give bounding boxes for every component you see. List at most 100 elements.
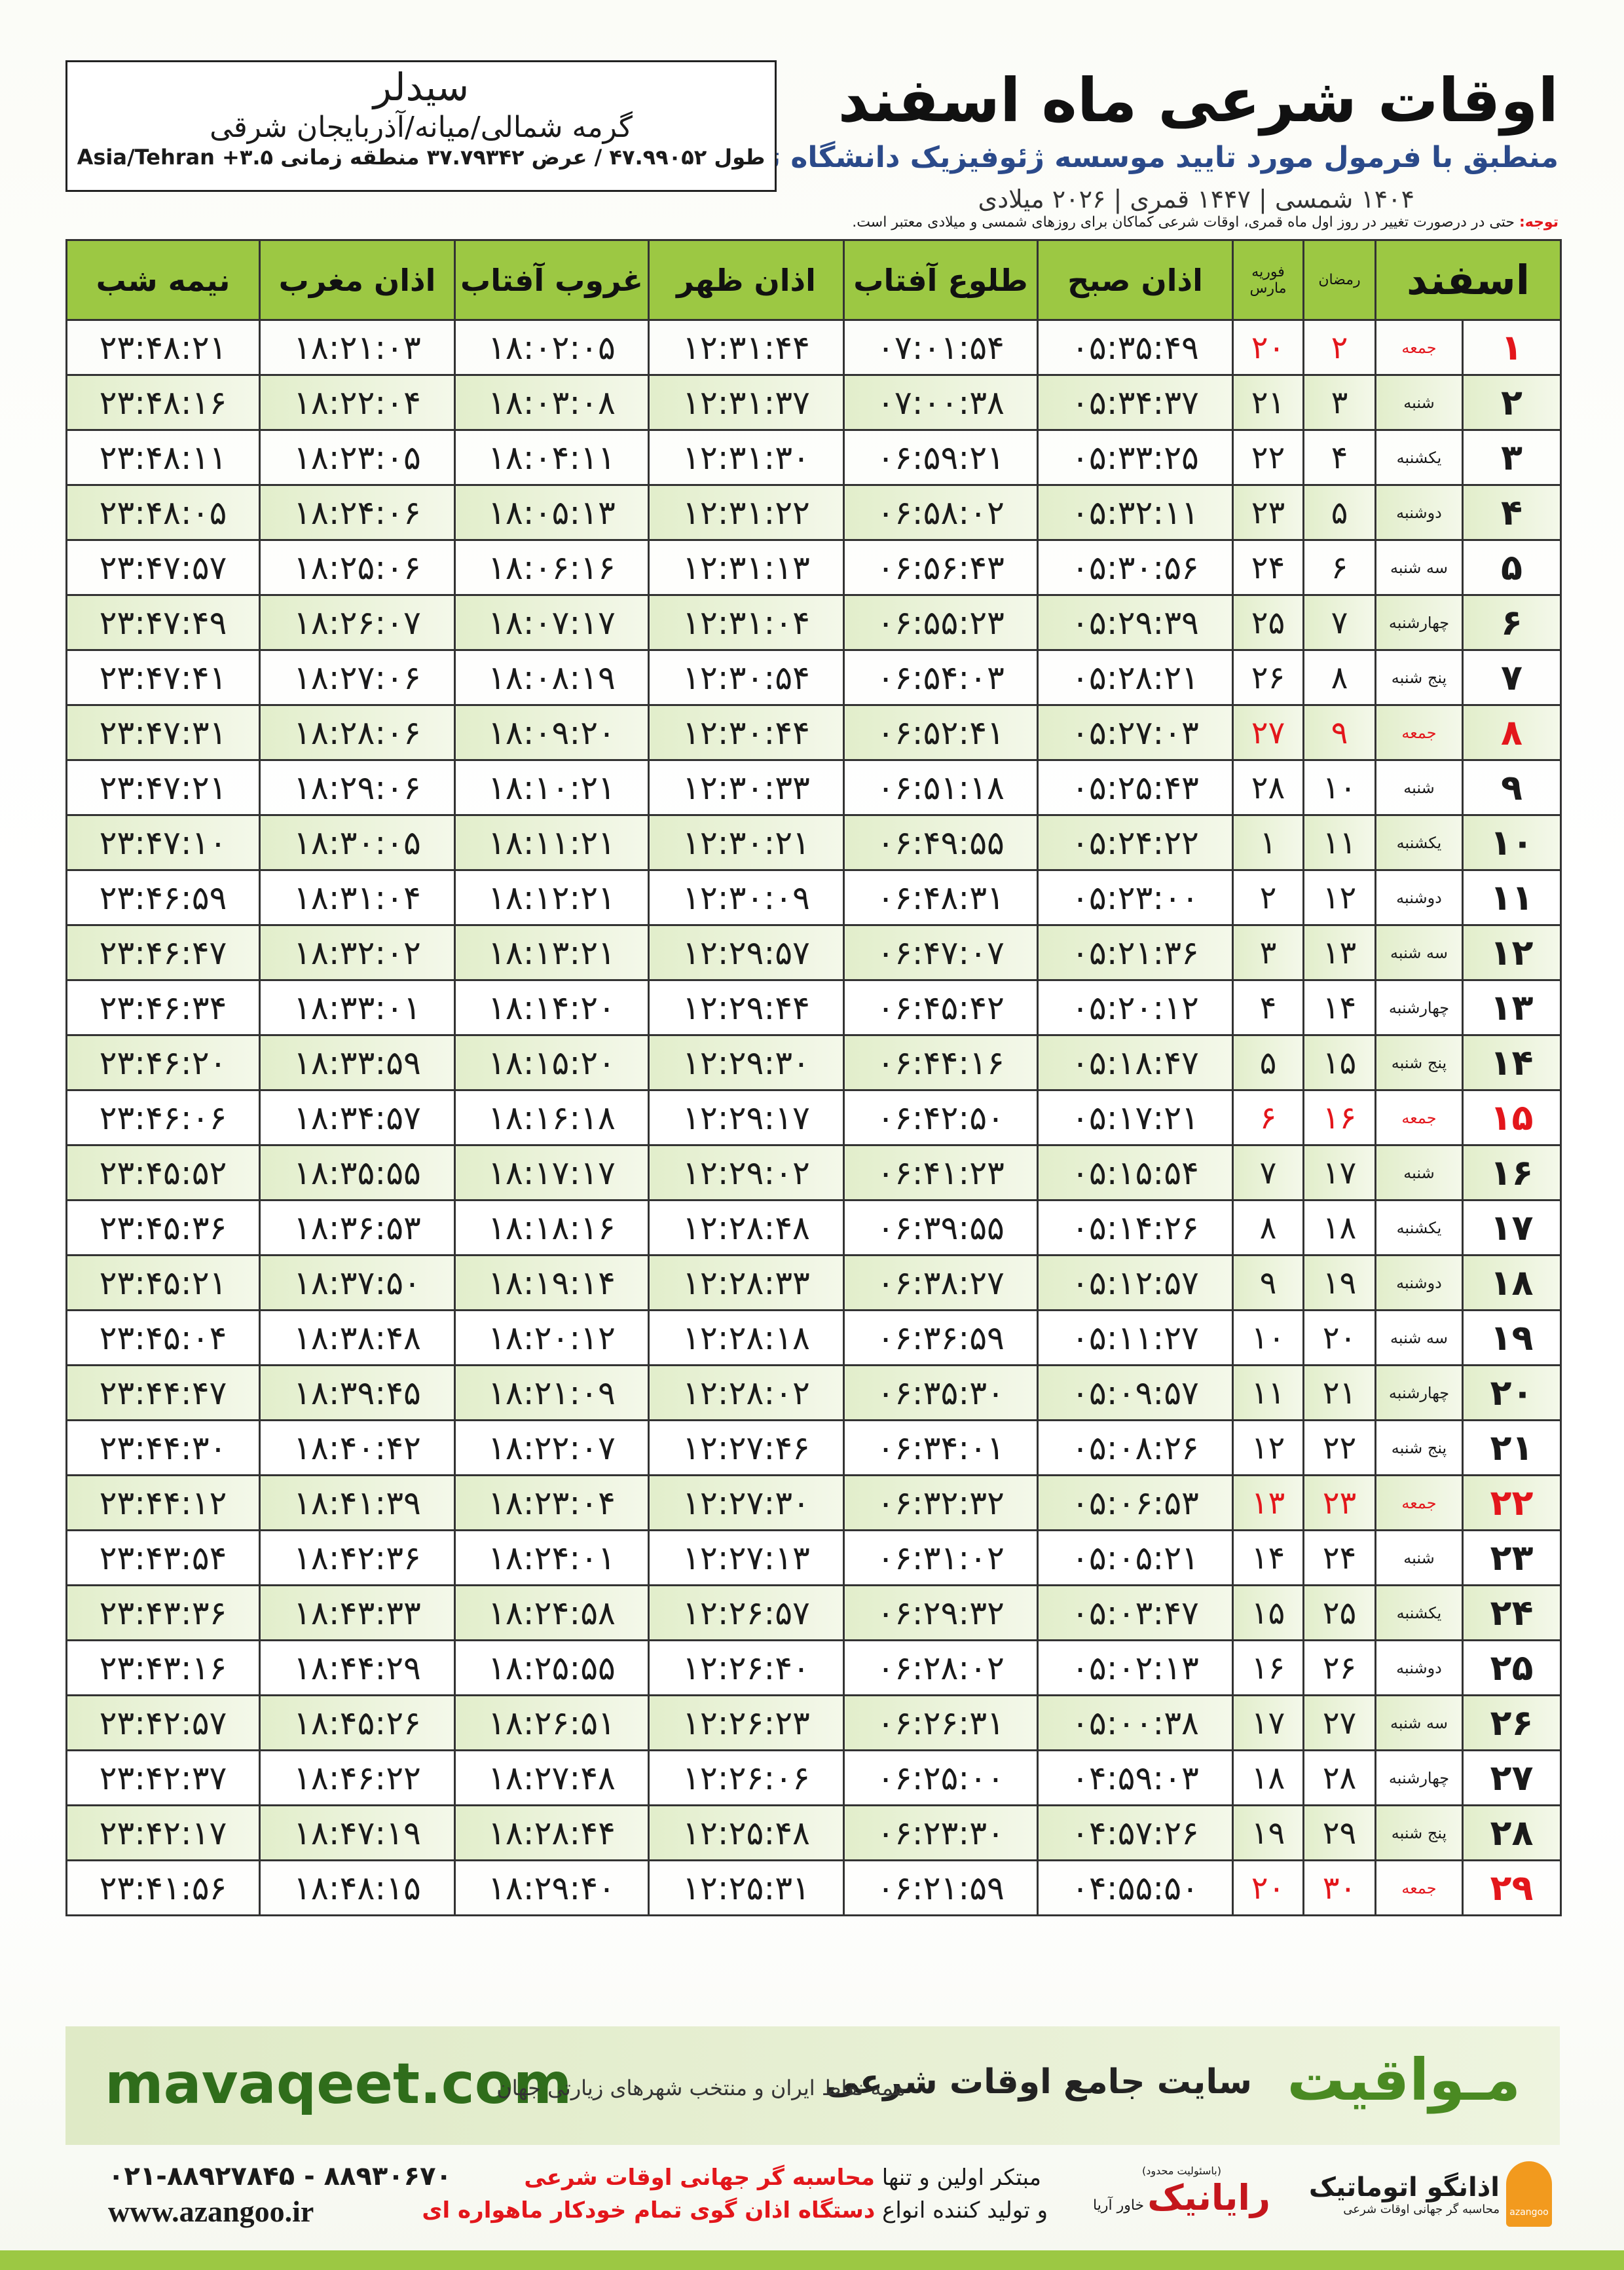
- logo-raianik: (باسئولیت محدود) رایانیک خاور آریا: [1093, 2165, 1270, 2218]
- sunrise: ۰۶:۳۱:۰۲: [843, 1529, 1039, 1586]
- ramadan-day: ۱۲: [1302, 869, 1376, 926]
- maghrib: ۱۸:۴۵:۲۶: [259, 1694, 456, 1751]
- maghrib: ۱۸:۴۱:۳۹: [259, 1474, 456, 1531]
- gregorian-day: ۱۹: [1232, 1804, 1304, 1861]
- day: ۱۳: [1462, 979, 1562, 1036]
- table-row: ۴ دوشنبه ۵ ۲۳ ۰۵:۳۲:۱۱ ۰۶:۵۸:۰۲ ۱۲:۳۱:۲۲ ۱۸:۰۵:…: [65, 484, 1562, 541]
- dhuhr: ۱۲:۳۱:۲۲: [648, 484, 845, 541]
- gregorian-day: ۱۱: [1232, 1364, 1304, 1421]
- fajr: ۰۵:۰۹:۵۷: [1037, 1364, 1234, 1421]
- day: ۲۱: [1462, 1419, 1562, 1476]
- sunrise: ۰۶:۲۳:۳۰: [843, 1804, 1039, 1861]
- ramadan-day: ۴: [1302, 429, 1376, 486]
- maghrib: ۱۸:۴۰:۴۲: [259, 1419, 456, 1476]
- sunrise: ۰۶:۲۱:۵۹: [843, 1859, 1039, 1916]
- weekday: چهارشنبه: [1375, 594, 1464, 651]
- gregorian-day: ۶: [1232, 1089, 1304, 1146]
- day: ۲۲: [1462, 1474, 1562, 1531]
- dhuhr: ۱۲:۳۰:۳۳: [648, 759, 845, 816]
- ramadan-day: ۲۰: [1302, 1309, 1376, 1366]
- midnight: ۲۳:۴۶:۲۰: [65, 1034, 261, 1091]
- sunrise: ۰۶:۳۸:۲۷: [843, 1254, 1039, 1311]
- sunrise: ۰۶:۲۶:۳۱: [843, 1694, 1039, 1751]
- day: ۲۴: [1462, 1584, 1562, 1641]
- midnight: ۲۳:۴۶:۰۶: [65, 1089, 261, 1146]
- fajr: ۰۵:۳۲:۱۱: [1037, 484, 1234, 541]
- table-row: ۲۴ یکشنبه ۲۵ ۱۵ ۰۵:۰۳:۴۷ ۰۶:۲۹:۳۲ ۱۲:۲۶:۵۷ ۱۸:۲…: [65, 1584, 1562, 1641]
- maghrib: ۱۸:۳۷:۵۰: [259, 1254, 456, 1311]
- table-row: ۱۴ پنج شنبه ۱۵ ۵ ۰۵:۱۸:۴۷ ۰۶:۴۴:۱۶ ۱۲:۲۹:۳۰ ۱۸:…: [65, 1034, 1562, 1091]
- sunrise: ۰۶:۳۴:۰۱: [843, 1419, 1039, 1476]
- sunset: ۱۸:۰۵:۱۳: [454, 484, 650, 541]
- fajr: ۰۵:۰۳:۴۷: [1037, 1584, 1234, 1641]
- weekday: شنبه: [1375, 1144, 1464, 1201]
- logo2-icon: azangoo: [1506, 2161, 1552, 2227]
- weekday: سه شنبه: [1375, 539, 1464, 596]
- sunset: ۱۸:۲۳:۰۴: [454, 1474, 650, 1531]
- fajr: ۰۵:۰۵:۲۱: [1037, 1529, 1234, 1586]
- sunset: ۱۸:۰۴:۱۱: [454, 429, 650, 486]
- fajr: ۰۴:۵۹:۰۳: [1037, 1749, 1234, 1806]
- gregorian-day: ۲۸: [1232, 759, 1304, 816]
- table-row: ۲۶ سه شنبه ۲۷ ۱۷ ۰۵:۰۰:۳۸ ۰۶:۲۶:۳۱ ۱۲:۲۶:۲۳ ۱۸:…: [65, 1694, 1562, 1751]
- table-row: ۹ شنبه ۱۰ ۲۸ ۰۵:۲۵:۴۳ ۰۶:۵۱:۱۸ ۱۲:۳۰:۳۳ ۱۸:۱۰:۲…: [65, 759, 1562, 816]
- fajr: ۰۵:۱۷:۲۱: [1037, 1089, 1234, 1146]
- dhuhr: ۱۲:۳۱:۳۷: [648, 374, 845, 431]
- gregorian-day: ۲۱: [1232, 374, 1304, 431]
- ramadan-day: ۲: [1302, 319, 1376, 376]
- gregorian-day: ۲۰: [1232, 1859, 1304, 1916]
- day: ۱۱: [1462, 869, 1562, 926]
- midnight: ۲۳:۴۸:۱۱: [65, 429, 261, 486]
- ramadan-day: ۱۶: [1302, 1089, 1376, 1146]
- header-midnight: نیمه شب: [65, 239, 261, 321]
- midnight: ۲۳:۴۸:۱۶: [65, 374, 261, 431]
- gregorian-day: ۲: [1232, 869, 1304, 926]
- sunrise: ۰۶:۴۱:۲۳: [843, 1144, 1039, 1201]
- maghrib: ۱۸:۲۹:۰۶: [259, 759, 456, 816]
- day: ۱۴: [1462, 1034, 1562, 1091]
- gregorian-day: ۲۵: [1232, 594, 1304, 651]
- maghrib: ۱۸:۲۱:۰۳: [259, 319, 456, 376]
- sunset: ۱۸:۰۷:۱۷: [454, 594, 650, 651]
- city-box: سیدلر گرمه شمالی/میانه/آذربایجان شرقی طو…: [65, 60, 777, 192]
- table-row: ۲ شنبه ۳ ۲۱ ۰۵:۳۴:۳۷ ۰۷:۰۰:۳۸ ۱۲:۳۱:۳۷ ۱۸:۰۳:۰۸…: [65, 374, 1562, 431]
- gregorian-day: ۴: [1232, 979, 1304, 1036]
- phones: ۰۲۱-۸۸۹۲۷۸۴۵ - ۸۸۹۳۰۶۷۰: [108, 2161, 452, 2191]
- sunrise: ۰۶:۴۵:۴۲: [843, 979, 1039, 1036]
- fajr: ۰۵:۱۴:۲۶: [1037, 1199, 1234, 1256]
- day: ۷: [1462, 649, 1562, 706]
- banner: mavaqeet.com مـواقیت سایت جامع اوقات شرع…: [65, 2026, 1560, 2145]
- weekday: یکشنبه: [1375, 429, 1464, 486]
- fajr: ۰۵:۳۰:۵۶: [1037, 539, 1234, 596]
- sunset: ۱۸:۱۳:۲۱: [454, 924, 650, 981]
- ramadan-day: ۵: [1302, 484, 1376, 541]
- weekday: دوشنبه: [1375, 1639, 1464, 1696]
- weekday: جمعه: [1375, 1859, 1464, 1916]
- table-row: ۲۰ چهارشنبه ۲۱ ۱۱ ۰۵:۰۹:۵۷ ۰۶:۳۵:۳۰ ۱۲:۲۸:۰۲ ۱۸…: [65, 1364, 1562, 1421]
- table-row: ۲۳ شنبه ۲۴ ۱۴ ۰۵:۰۵:۲۱ ۰۶:۳۱:۰۲ ۱۲:۲۷:۱۳ ۱۸:۲۴:…: [65, 1529, 1562, 1586]
- banner-brand: مـواقیت: [1287, 2046, 1521, 2113]
- gregorian-day: ۲۲: [1232, 429, 1304, 486]
- ramadan-day: ۲۱: [1302, 1364, 1376, 1421]
- table-row: ۱۸ دوشنبه ۱۹ ۹ ۰۵:۱۲:۵۷ ۰۶:۳۸:۲۷ ۱۲:۲۸:۳۳ ۱۸:۱۹…: [65, 1254, 1562, 1311]
- weekday: دوشنبه: [1375, 484, 1464, 541]
- website[interactable]: www.azangoo.ir: [108, 2195, 314, 2228]
- table-row: ۲۸ پنج شنبه ۲۹ ۱۹ ۰۴:۵۷:۲۶ ۰۶:۲۳:۳۰ ۱۲:۲۵:۴۸ ۱۸…: [65, 1804, 1562, 1861]
- table-row: ۲۵ دوشنبه ۲۶ ۱۶ ۰۵:۰۲:۱۳ ۰۶:۲۸:۰۲ ۱۲:۲۶:۴۰ ۱۸:۲…: [65, 1639, 1562, 1696]
- ramadan-day: ۷: [1302, 594, 1376, 651]
- fajr: ۰۵:۲۱:۳۶: [1037, 924, 1234, 981]
- weekday: دوشنبه: [1375, 1254, 1464, 1311]
- sunset: ۱۸:۲۵:۵۵: [454, 1639, 650, 1696]
- weekday: پنج شنبه: [1375, 1804, 1464, 1861]
- midnight: ۲۳:۴۵:۵۲: [65, 1144, 261, 1201]
- sunrise: ۰۶:۵۶:۴۳: [843, 539, 1039, 596]
- logo1-name: رایانیک: [1147, 2177, 1270, 2218]
- weekday: یکشنبه: [1375, 1584, 1464, 1641]
- day: ۲۵: [1462, 1639, 1562, 1696]
- table-row: ۱۷ یکشنبه ۱۸ ۸ ۰۵:۱۴:۲۶ ۰۶:۳۹:۵۵ ۱۲:۲۸:۴۸ ۱۸:۱۸…: [65, 1199, 1562, 1256]
- day: ۲۸: [1462, 1804, 1562, 1861]
- gregorian-day: ۵: [1232, 1034, 1304, 1091]
- gregorian-day: ۹: [1232, 1254, 1304, 1311]
- banner-url[interactable]: mavaqeet.com: [105, 2051, 572, 2117]
- sunset: ۱۸:۱۷:۱۷: [454, 1144, 650, 1201]
